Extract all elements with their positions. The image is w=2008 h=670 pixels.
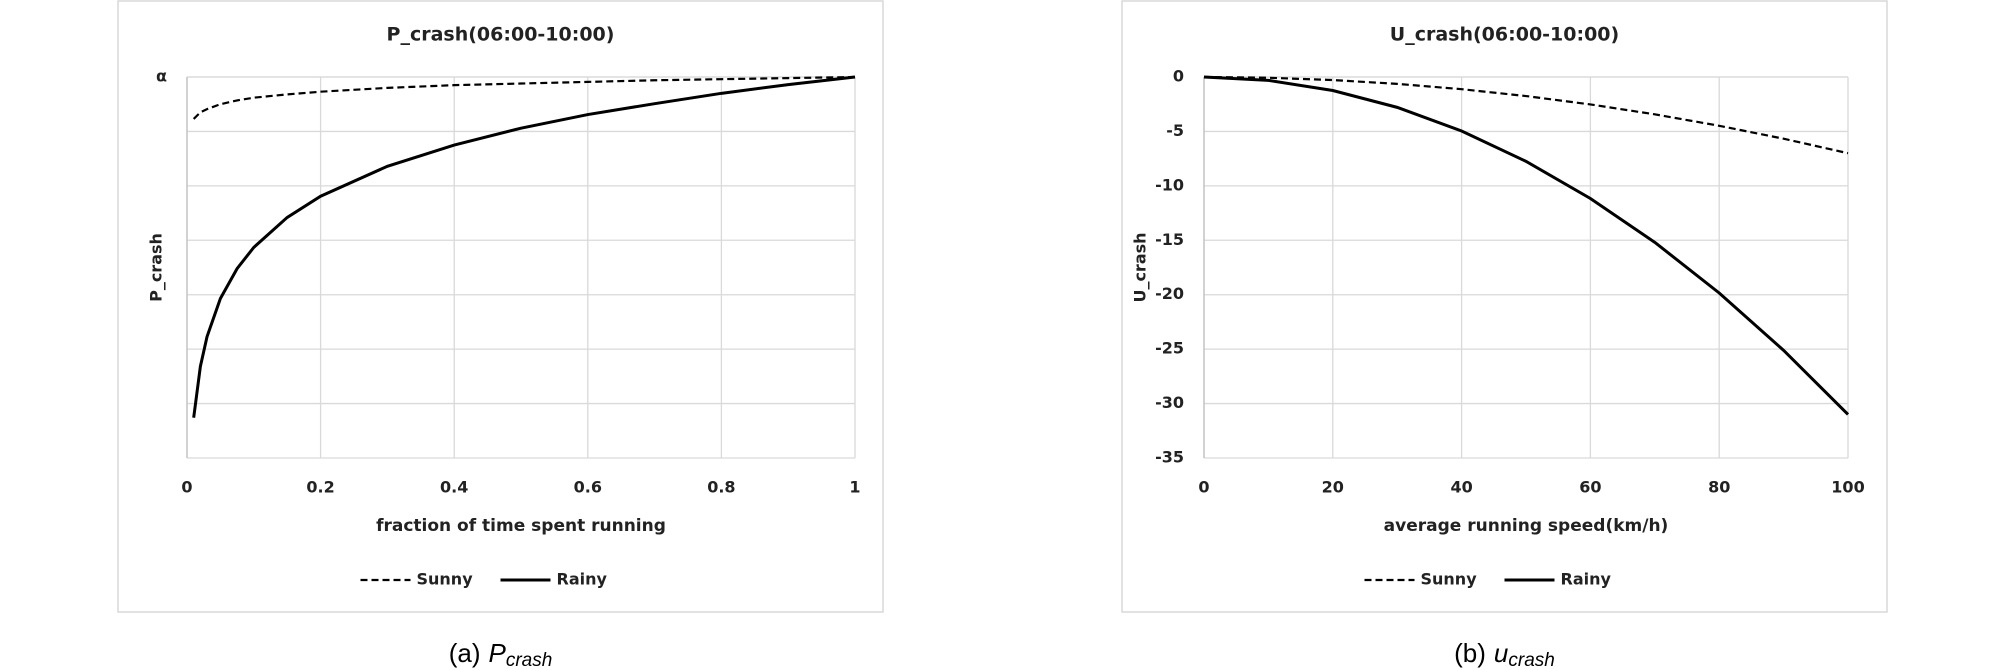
caption-prefix: (a) (449, 638, 481, 668)
x-tick-label: 0.2 (306, 478, 334, 497)
caption: (b) ucrash (1454, 638, 1555, 670)
x-axis-title: fraction of time spent running (376, 516, 666, 536)
series-line (1203, 75, 1850, 416)
caption-symbol: u (1494, 638, 1508, 668)
y-tick-label: 0 (1173, 67, 1184, 86)
series-line (192, 75, 856, 120)
caption-subscript: crash (506, 650, 552, 670)
caption: (a) Pcrash (449, 638, 553, 670)
caption-subscript: crash (1508, 650, 1554, 670)
x-tick-label: 0 (181, 478, 192, 497)
caption-prefix: (b) (1454, 638, 1486, 668)
x-tick-label: 80 (1708, 478, 1730, 497)
x-tick-label: 0.4 (440, 478, 468, 497)
y-axis-title: P_crash (147, 233, 166, 302)
legend-label: Rainy (557, 570, 608, 589)
x-tick-label: 0.8 (707, 478, 735, 497)
y-tick-label: -30 (1155, 393, 1184, 412)
series-line (192, 75, 856, 418)
x-tick-label: 0 (1198, 478, 1209, 497)
chart-title: P_crash(06:00-10:00) (387, 24, 615, 46)
x-tick-label: 1 (849, 478, 860, 497)
y-tick-label: -15 (1155, 230, 1184, 249)
y-tick-label: -25 (1155, 339, 1184, 358)
y-axis-title: U_crash (1131, 232, 1150, 302)
x-tick-label: 40 (1450, 478, 1472, 497)
y-tick-label: -10 (1155, 175, 1184, 194)
y-tick-label: α (156, 67, 167, 86)
x-tick-label: 0.6 (574, 478, 602, 497)
caption-symbol: P (488, 638, 506, 668)
legend-label: Rainy (1561, 570, 1612, 589)
y-tick-label: -35 (1155, 448, 1184, 467)
chart-frame (117, 0, 884, 613)
x-axis-title: average running speed(km/h) (1384, 516, 1669, 536)
y-tick-label: -5 (1166, 121, 1184, 140)
y-tick-label: -20 (1155, 284, 1184, 303)
legend-label: Sunny (1421, 570, 1478, 589)
x-tick-label: 100 (1831, 478, 1864, 497)
legend-label: Sunny (417, 570, 474, 589)
chart-frame (1121, 0, 1888, 613)
series-line (1203, 75, 1849, 155)
x-tick-label: 20 (1322, 478, 1344, 497)
x-tick-label: 60 (1579, 478, 1601, 497)
chart-title: U_crash(06:00-10:00) (1390, 24, 1619, 46)
